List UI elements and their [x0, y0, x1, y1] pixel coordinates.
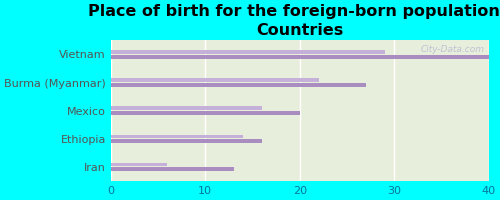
Title: Place of birth for the foreign-born population -
Countries: Place of birth for the foreign-born popu…: [88, 4, 500, 38]
Bar: [111, 163, 168, 166]
Bar: [111, 55, 500, 59]
Bar: [111, 167, 234, 171]
Bar: [111, 135, 243, 138]
Bar: [111, 83, 366, 87]
Bar: [111, 111, 300, 115]
Bar: [111, 78, 318, 82]
Bar: [111, 50, 385, 54]
Text: City-Data.com: City-Data.com: [420, 45, 484, 54]
Bar: [111, 106, 262, 110]
Bar: [111, 139, 262, 143]
